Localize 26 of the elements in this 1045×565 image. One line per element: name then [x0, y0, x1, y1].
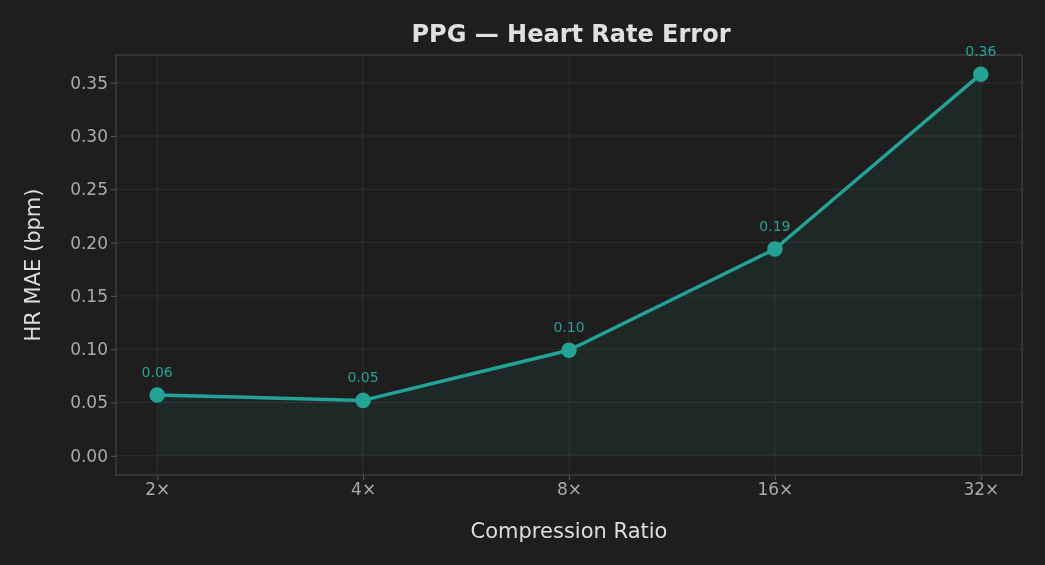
y-tick-label: 0.35: [70, 72, 108, 93]
x-tick-label: 32×: [963, 479, 1000, 500]
x-tick-label: 2×: [145, 479, 171, 500]
y-axis-title: HR MAE (bpm): [21, 188, 45, 342]
data-label: 0.05: [347, 369, 379, 386]
y-tick-label: 0.05: [70, 392, 108, 413]
y-tick-label: 0.30: [70, 125, 108, 146]
x-tick-label: 16×: [757, 479, 794, 500]
y-tick-label: 0.25: [70, 179, 108, 200]
point: [355, 392, 371, 409]
x-tick-label: 4×: [351, 479, 377, 500]
data-label: 0.19: [759, 218, 791, 235]
data-label: 0.10: [553, 319, 585, 336]
point: [561, 342, 577, 359]
y-tick-label: 0.15: [70, 285, 108, 306]
point: [767, 241, 783, 257]
data-label: 0.36: [965, 43, 997, 60]
y-tick-label: 0.20: [70, 232, 108, 253]
x-tick-label: 8×: [556, 479, 583, 500]
chart-title: PPG — Heart Rate Error: [411, 20, 731, 48]
data-label: 0.06: [141, 364, 173, 381]
point: [973, 66, 989, 82]
point: [149, 387, 165, 403]
x-axis-title: Compression Ratio: [470, 519, 668, 543]
y-tick-label: 0.00: [70, 445, 108, 466]
y-tick-label: 0.10: [70, 339, 108, 360]
